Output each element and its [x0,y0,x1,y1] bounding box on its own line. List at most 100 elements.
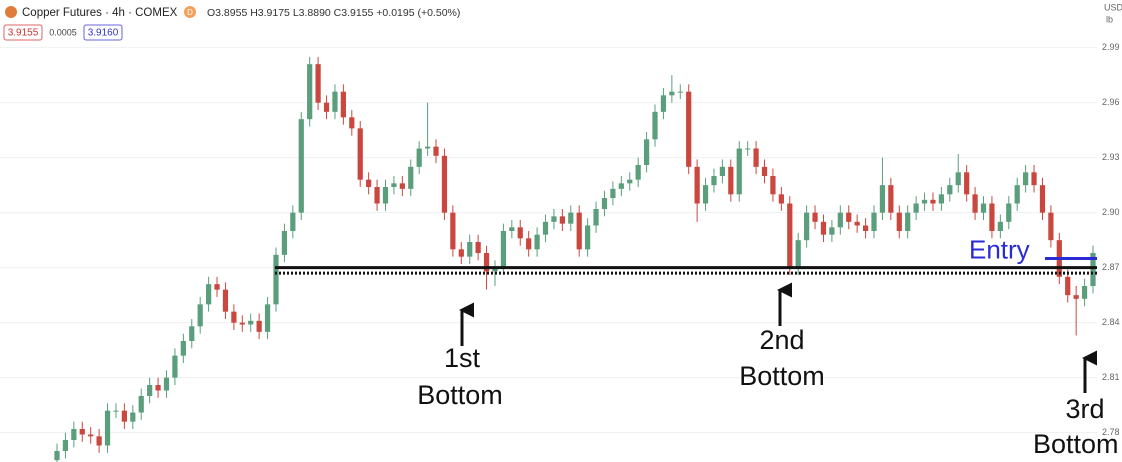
candle-body [770,176,776,195]
candle-body [964,172,970,195]
candle-body [121,410,127,422]
unit: lb [1106,14,1113,24]
candle-body [736,148,742,195]
candle-body [787,203,793,268]
candle-body [1014,185,1020,204]
candle-body [307,64,313,120]
candle-body [829,227,835,235]
candle-body [846,212,852,222]
candle-body [517,227,523,239]
candle-body [1039,185,1046,213]
candle-body [79,429,85,435]
candles [54,56,1096,462]
candle-body [526,238,532,250]
candle-body [694,166,700,204]
candle-body [467,242,473,257]
candle-body [290,212,296,231]
candle-body [719,166,726,176]
candle-body [62,440,69,451]
axis-panel [1097,0,1122,462]
candle-body [1031,172,1037,186]
badge: D [187,8,193,17]
buy-box[interactable] [83,24,123,41]
candle-body [778,194,784,204]
candle-body [374,187,380,204]
candle-body [399,183,405,189]
candle-body [357,128,363,180]
candle-body [921,199,928,204]
candle-body [1048,212,1054,241]
levels: Entry [275,234,1106,275]
candle-body [795,240,801,268]
candle-body [441,155,448,213]
candle-body [627,179,633,184]
candle-body [222,289,229,312]
spread: 0.0005 [49,27,77,37]
y-tick-label: 2.78 [1102,427,1120,437]
candle-body [248,320,254,325]
annotation: 1st [444,343,481,373]
candle-body [947,185,953,195]
candle-body [753,148,759,167]
candle-body [879,185,886,213]
sell-box[interactable] [3,24,43,41]
badge-icon [184,6,196,18]
candle-body [635,165,641,180]
annotation: Bottom [739,361,825,391]
annotation: 2nd [759,325,804,355]
candle-body [804,212,810,241]
currency: USD [1104,2,1122,12]
candle-body [820,221,827,235]
candle-body [669,91,675,96]
candle-body [104,410,111,446]
candle-body [888,185,894,213]
candle-body [366,179,372,187]
candle-body [871,212,877,231]
y-tick-label: 2.90 [1102,207,1120,217]
y-tick-label: 2.84 [1102,317,1120,327]
candle-body [585,225,591,250]
y-tick-label: 2.81 [1102,372,1120,382]
candle-body [559,216,565,224]
candle-body [930,199,936,204]
candle-body [54,451,60,461]
candle-body [239,322,245,325]
candle-body [509,227,515,231]
candle-body [382,187,389,204]
candle-body [837,212,843,228]
candle-body [256,320,262,332]
y-axis: 2.99 2.96 2.93 2.90 2.87 2.84 2.81 2.78 [1102,42,1120,437]
symbol-icon [5,6,17,18]
candle-body [340,91,346,118]
candle-body [913,203,919,213]
candle-body [180,341,186,356]
candle-body [1073,295,1079,299]
candle-body [96,436,102,446]
candle-body [172,355,178,378]
candle-body [618,183,624,189]
candle-body [938,194,945,204]
candle-body [989,203,995,231]
candle-body [416,148,422,167]
y-tick-label: 2.93 [1102,152,1120,162]
candle-body [601,198,608,209]
candle-body [408,166,414,189]
candle-body [534,234,540,250]
candle-body [972,194,978,213]
candle-body [711,176,717,186]
candle-body [1006,203,1012,222]
annotation: Bottom [417,380,503,410]
annotation: Bottom [1033,429,1119,459]
candle-body [905,212,911,231]
entry-label: Entry [969,234,1030,264]
candle-body [643,139,650,165]
candle-body [323,102,330,112]
candle-body [677,91,683,93]
candle-body [551,216,557,222]
candle-body [391,183,397,187]
candle-body [433,146,439,156]
candle-body [189,326,195,341]
candle-body [214,284,220,290]
candle-body [163,377,170,391]
